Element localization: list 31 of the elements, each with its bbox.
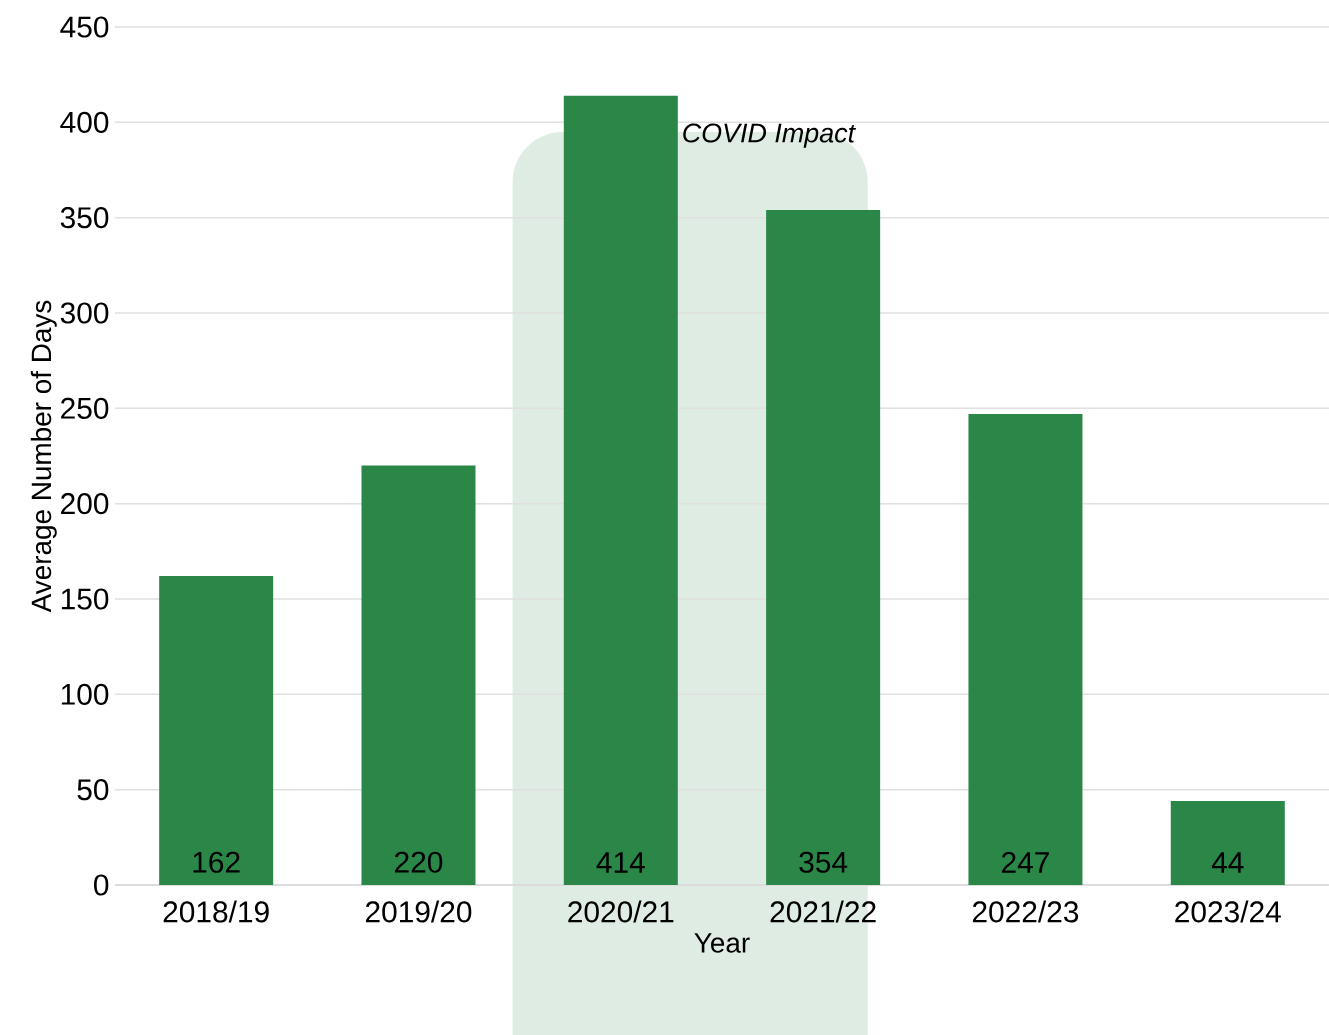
y-tick-label: 300 (60, 302, 109, 324)
y-axis-title: Average Number of Days (30, 300, 57, 613)
x-tick-label: 2021/22 (770, 900, 876, 923)
x-axis-title: Year (694, 933, 750, 953)
bar (766, 210, 881, 885)
y-tick-label: 100 (61, 683, 109, 705)
data-label: 247 (1002, 851, 1049, 873)
x-tick-label: 2020/21 (568, 900, 674, 923)
y-tick-label: 200 (61, 493, 109, 515)
data-label: 354 (799, 851, 848, 873)
bar (1170, 801, 1285, 885)
bar (159, 576, 274, 885)
data-label: 162 (193, 851, 240, 873)
data-label: 220 (395, 851, 443, 873)
y-tick-label: 50 (77, 779, 109, 801)
y-tick-label: 250 (61, 397, 109, 419)
y-tick-label: 400 (60, 111, 109, 133)
bar (361, 465, 476, 885)
bar (968, 414, 1083, 885)
annotation: COVID Impact (683, 123, 856, 148)
bar (563, 95, 678, 885)
x-tick-label: 2019/20 (365, 900, 472, 923)
x-tick-label: 2022/23 (972, 900, 1079, 923)
x-tick-label: 2023/24 (1175, 900, 1281, 923)
y-tick-label: 450 (60, 16, 109, 38)
y-tick-label: 150 (61, 588, 109, 610)
data-label: 414 (596, 852, 645, 873)
x-tick-label: 2018/19 (163, 900, 269, 923)
y-tick-label: 350 (60, 207, 109, 229)
y-tick-label: 0 (94, 874, 109, 896)
data-label: 44 (1211, 852, 1244, 873)
